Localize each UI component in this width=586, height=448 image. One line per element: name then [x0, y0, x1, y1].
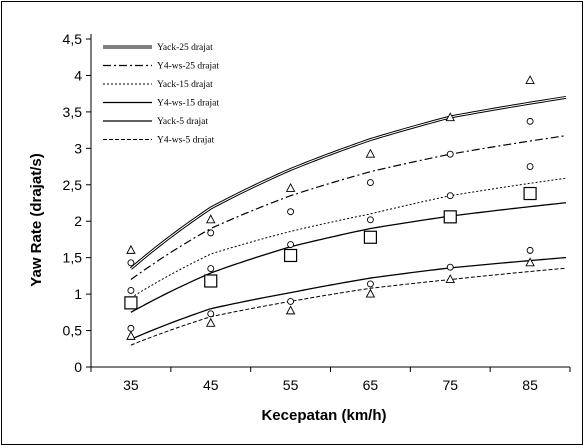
legend-label: Yack-25 drajat: [157, 43, 213, 53]
data-point-circle: [447, 264, 453, 270]
data-point-circle: [367, 281, 373, 287]
y-tick-label: 4,5: [63, 31, 83, 47]
x-tick-label: 65: [363, 377, 379, 393]
legend-label: Y4-ws-5 drajat: [157, 136, 215, 146]
y-tick-label: 2,5: [63, 177, 83, 193]
data-point-circle: [527, 247, 533, 253]
data-point-triangle: [287, 306, 295, 314]
data-point-circle: [447, 151, 453, 157]
y-tick-label: 1,5: [63, 250, 83, 266]
data-point-square: [205, 275, 217, 287]
x-tick-label: 35: [123, 377, 139, 393]
data-point-circle: [128, 287, 134, 293]
y-tick-label: 0: [74, 359, 82, 375]
data-point-triangle: [207, 215, 215, 223]
axes: 0 0,5 1 1,5 2 2,5 3 3,5 4 4,5 35 45 55 65 75 85: [63, 31, 570, 393]
legend-label: Y4-ws-25 drajat: [157, 62, 219, 72]
data-point-circle: [288, 209, 294, 215]
series-line-1: [131, 136, 566, 280]
markers-group: [125, 76, 536, 339]
x-tick-label: 55: [283, 377, 299, 393]
x-tick-label: 85: [522, 377, 538, 393]
data-point-triangle: [526, 76, 534, 84]
data-point-square: [285, 249, 297, 261]
y-tick-label: 3: [74, 140, 82, 156]
data-point-circle: [128, 325, 134, 331]
data-point-square: [524, 188, 536, 200]
x-tick-label: 75: [442, 377, 458, 393]
legend-label: Yack-15 drajat: [157, 80, 213, 90]
legend: Yack-25 drajat Y4-ws-25 drajat Yack-15 dra…: [103, 43, 219, 146]
data-point-triangle: [127, 332, 135, 340]
data-point-circle: [367, 180, 373, 186]
legend-label: Yack-5 drajat: [157, 117, 208, 127]
data-point-triangle: [526, 258, 534, 266]
data-point-circle: [447, 193, 453, 199]
data-point-square: [125, 297, 137, 309]
data-point-circle: [288, 298, 294, 304]
data-point-triangle: [127, 246, 135, 254]
data-point-circle: [208, 230, 214, 236]
data-point-circle: [527, 118, 533, 124]
data-point-circle: [208, 311, 214, 317]
data-point-square: [444, 211, 456, 223]
data-point-circle: [208, 266, 214, 272]
y-tick-label: 4: [74, 67, 82, 83]
y-tick-label: 3,5: [63, 104, 83, 120]
data-point-circle: [288, 242, 294, 248]
data-point-circle: [527, 164, 533, 170]
data-point-triangle: [366, 290, 374, 298]
data-point-circle: [128, 260, 134, 266]
y-axis-title: Yaw Rate (drajat/s): [28, 153, 45, 286]
x-axis-title: Kecepatan (km/h): [261, 407, 386, 424]
y-tick-label: 2: [74, 213, 82, 229]
y-tick-label: 0,5: [63, 323, 83, 339]
data-point-triangle: [366, 150, 374, 158]
data-point-triangle: [207, 319, 215, 327]
x-tick-label: 45: [203, 377, 219, 393]
y-tick-label: 1: [74, 286, 82, 302]
data-point-triangle: [287, 184, 295, 192]
series-line-4: [131, 258, 566, 340]
data-point-circle: [367, 217, 373, 223]
data-point-square: [364, 231, 376, 243]
legend-label: Y4-ws-15 drajat: [157, 99, 219, 109]
